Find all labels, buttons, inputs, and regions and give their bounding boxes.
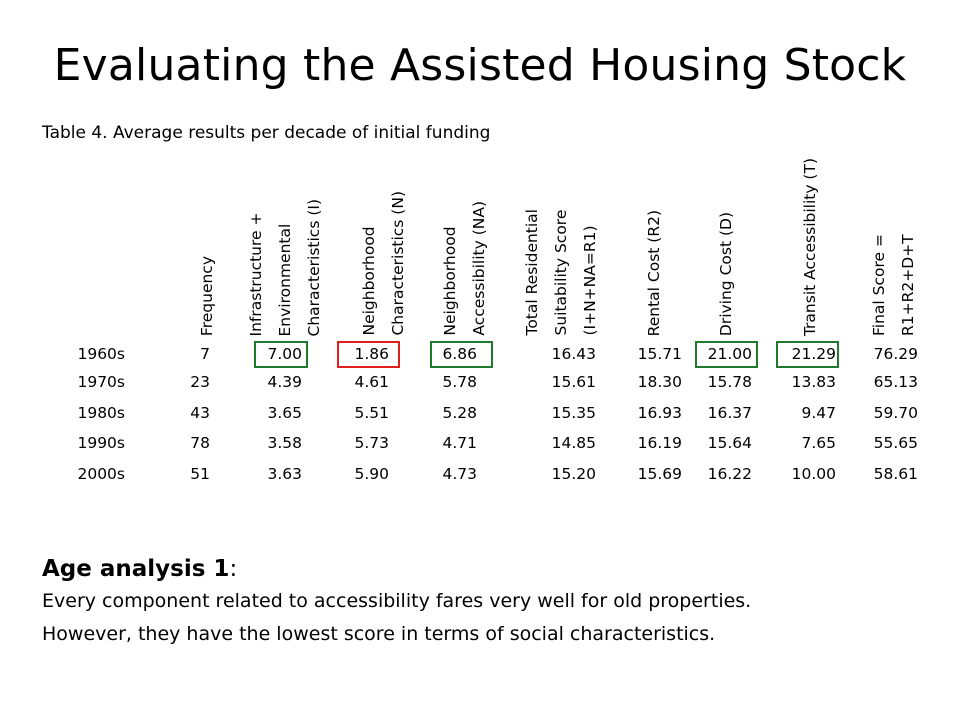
table-cell: 15.61 <box>551 373 596 391</box>
table-cell: 10.00 <box>791 465 836 483</box>
column-header: Rental Cost (R2) <box>644 209 663 336</box>
column-header: Total Residential Suitability Score (I+N… <box>522 209 599 336</box>
row-label: 1970s <box>77 373 125 391</box>
table-cell: 15.64 <box>707 434 752 452</box>
table-cell: 3.58 <box>267 434 302 452</box>
row-label: 1990s <box>77 434 125 452</box>
highlight-neighborhood-characteristics <box>337 341 400 368</box>
table-cell: 15.69 <box>637 465 682 483</box>
column-header: Final Score = R1+R2+D+T <box>870 234 917 336</box>
column-header: Neighborhood Characteristics (N) <box>360 191 407 336</box>
table-cell: 58.61 <box>873 465 918 483</box>
row-label: 1960s <box>77 345 125 363</box>
table-cell: 55.65 <box>873 434 918 452</box>
table-cell: 78 <box>190 434 210 452</box>
table-cell: 5.73 <box>354 434 389 452</box>
table-cell: 13.83 <box>791 373 836 391</box>
table-cell: 59.70 <box>873 404 918 422</box>
table-cell: 76.29 <box>873 345 918 363</box>
column-header: Neighborhood Accessibility (NA) <box>441 201 488 336</box>
slide-title: Evaluating the Assisted Housing Stock <box>53 40 907 91</box>
table-cell: 3.63 <box>267 465 302 483</box>
table-cell: 4.39 <box>267 373 302 391</box>
analysis-heading-colon: : <box>229 556 238 582</box>
highlight-infrastructure <box>254 341 308 368</box>
table-cell: 16.19 <box>637 434 682 452</box>
table-cell: 65.13 <box>873 373 918 391</box>
table-cell: 16.93 <box>637 404 682 422</box>
table-cell: 21.29 <box>791 345 836 363</box>
table-cell: 7.00 <box>267 345 302 363</box>
table-cell: 16.43 <box>551 345 596 363</box>
row-label: 1980s <box>77 404 125 422</box>
highlight-transit-accessibility <box>776 341 839 368</box>
table-caption: Table 4. Average results per decade of i… <box>42 123 491 143</box>
table-cell: 18.30 <box>637 373 682 391</box>
analysis-heading-label: Age analysis 1 <box>42 556 230 582</box>
table-cell: 15.20 <box>551 465 596 483</box>
table-cell: 16.37 <box>707 404 752 422</box>
table-cell: 5.90 <box>354 465 389 483</box>
analysis-line-2: However, they have the lowest score in t… <box>42 623 716 645</box>
table-cell: 15.78 <box>707 373 752 391</box>
table-cell: 5.78 <box>442 373 477 391</box>
table-cell: 43 <box>190 404 210 422</box>
table-cell: 23 <box>190 373 210 391</box>
table-cell: 4.61 <box>354 373 389 391</box>
analysis-heading: Age analysis 1: <box>42 553 237 585</box>
table-cell: 15.71 <box>637 345 682 363</box>
highlight-neighborhood-accessibility <box>430 341 493 368</box>
column-header: Driving Cost (D) <box>716 211 735 336</box>
column-header: Frequency <box>197 255 216 336</box>
highlight-driving-cost <box>695 341 758 368</box>
analysis-line-1: Every component related to accessibility… <box>42 590 752 612</box>
table-cell: 14.85 <box>551 434 596 452</box>
table-cell: 3.65 <box>267 404 302 422</box>
column-header: Infrastructure + Environmental Character… <box>246 198 323 336</box>
table-cell: 4.71 <box>442 434 477 452</box>
table-cell: 6.86 <box>442 345 477 363</box>
table-cell: 9.47 <box>801 404 836 422</box>
table-cell: 5.28 <box>442 404 477 422</box>
table-cell: 51 <box>190 465 210 483</box>
table-cell: 7.65 <box>801 434 836 452</box>
table-cell: 15.35 <box>551 404 596 422</box>
table-cell: 16.22 <box>707 465 752 483</box>
table-cell: 4.73 <box>442 465 477 483</box>
table-cell: 5.51 <box>354 404 389 422</box>
table-cell: 1.86 <box>354 345 389 363</box>
column-header: Transit Accessibility (T) <box>800 157 819 336</box>
table-cell: 7 <box>200 345 210 363</box>
row-label: 2000s <box>77 465 125 483</box>
table-cell: 21.00 <box>707 345 752 363</box>
